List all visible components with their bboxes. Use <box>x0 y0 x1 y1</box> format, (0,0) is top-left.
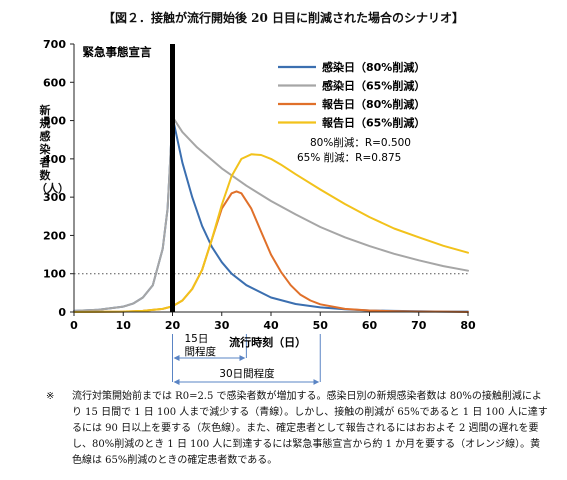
footnote-mark: ※ <box>46 391 55 402</box>
r-value-annotation-2: 65% 削減：R=0.875 <box>297 151 401 164</box>
y-tick-label: 400 <box>43 153 66 166</box>
legend-label-2: 感染日（65%削減） <box>322 79 425 93</box>
x-tick-label: 40 <box>263 319 279 332</box>
bracket-15-label-line2: 間程度 <box>185 345 217 358</box>
x-tick-label: 0 <box>70 319 78 332</box>
series-line-2 <box>73 115 469 312</box>
y-tick-label: 100 <box>43 268 66 281</box>
series-line-4 <box>73 153 469 313</box>
legend-label-3: 報告日（80%削減） <box>322 97 425 111</box>
footnote-text: 流行対策開始前までは R0=2.5 で感染者数が増加する。感染日別の新規感染者数… <box>72 391 548 466</box>
x-tick-label: 20 <box>165 319 181 332</box>
series-line-3 <box>73 190 469 313</box>
bracket-15-label-line1: 15日 <box>185 333 209 345</box>
r-value-annotation-1: 80%削減：R=0.500 <box>310 136 411 149</box>
x-tick-label: 60 <box>362 319 378 332</box>
x-tick-label: 80 <box>460 319 476 332</box>
x-tick-label: 50 <box>313 319 329 332</box>
y-tick-label: 500 <box>43 115 66 128</box>
legend-label-4: 報告日（65%削減） <box>322 116 425 130</box>
emergency-declaration-label: 緊急事態宣言 <box>83 45 152 59</box>
y-tick-label: 200 <box>43 229 66 242</box>
x-axis-label: 流行時刻（日） <box>229 335 306 349</box>
figure-title: 【図２．接触が流行開始後 20 日目に削減された場合のシナリオ】 <box>102 11 465 25</box>
y-tick-label: 0 <box>58 306 66 319</box>
x-tick-label: 30 <box>214 319 230 332</box>
x-tick-label: 70 <box>411 319 427 332</box>
y-tick-label: 300 <box>43 191 66 204</box>
bracket-30-label: 30日間程度 <box>219 367 275 380</box>
y-tick-label: 600 <box>43 76 66 89</box>
y-tick-label: 700 <box>43 38 66 51</box>
legend-label-1: 感染日（80%削減） <box>322 60 425 74</box>
x-tick-label: 10 <box>116 319 132 332</box>
